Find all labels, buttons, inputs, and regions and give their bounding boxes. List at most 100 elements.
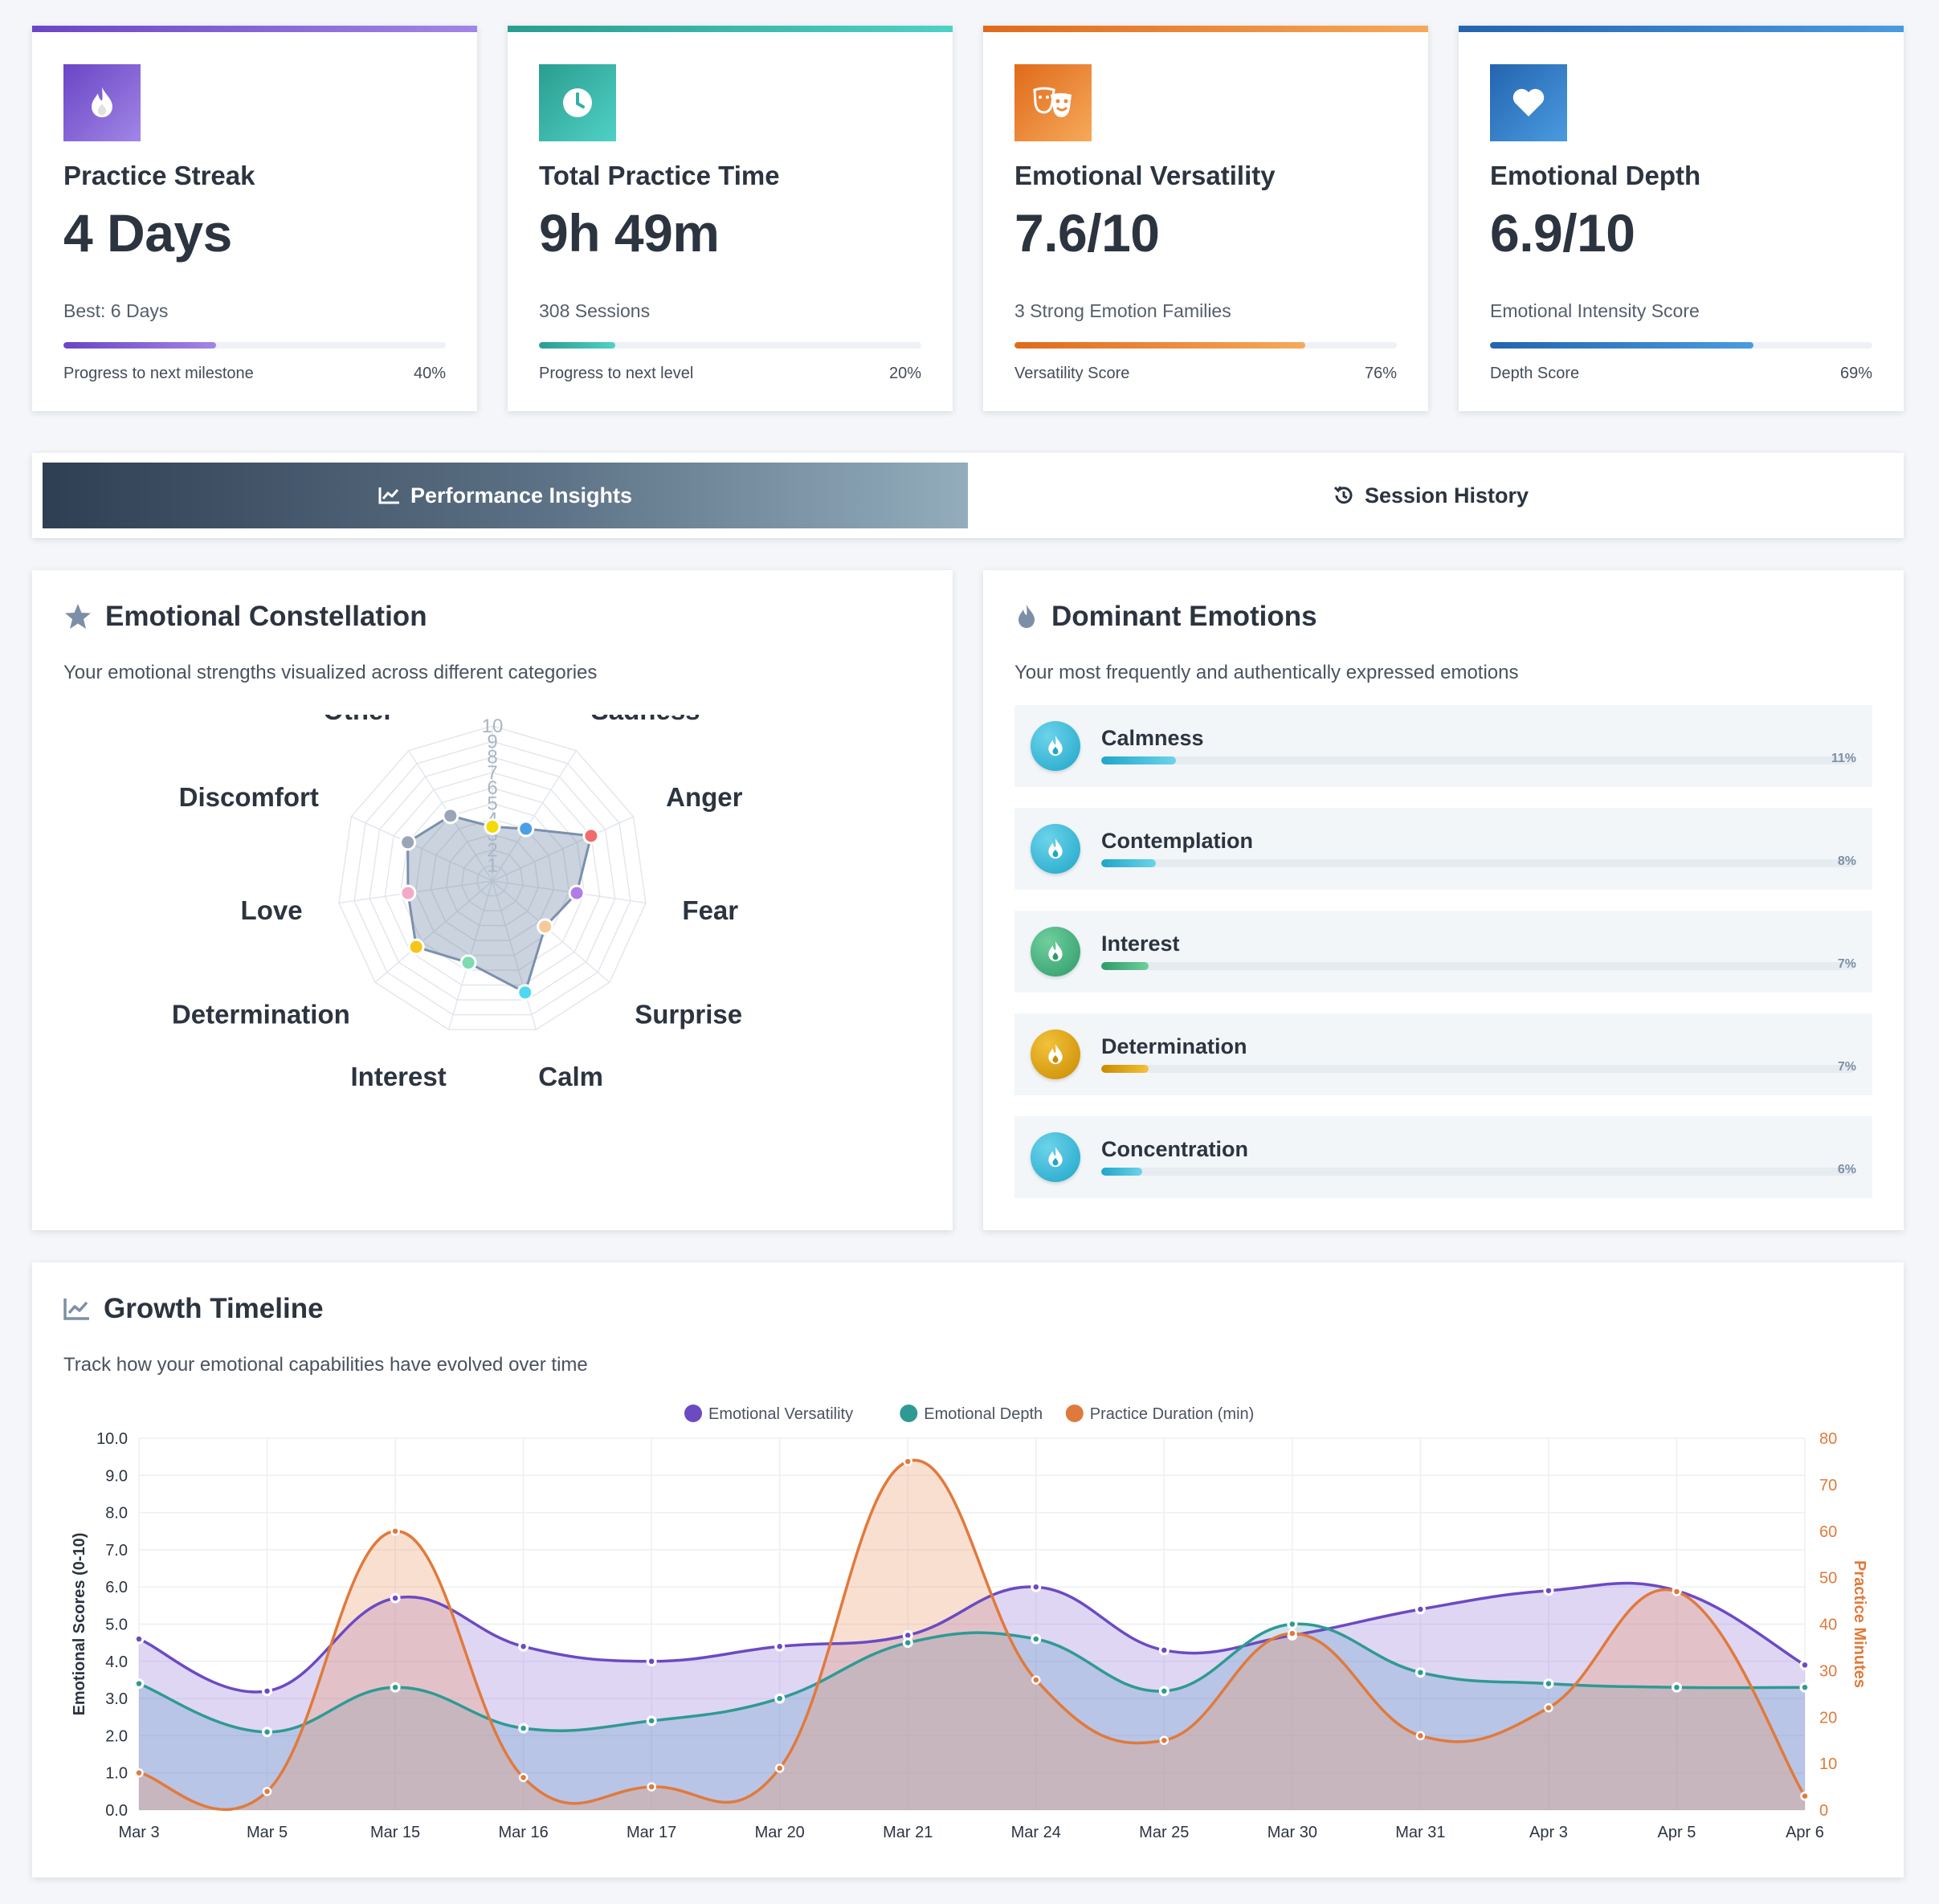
tab-bar: Performance Insights Session History [32,453,1904,538]
emotion-fire-icon [1031,1029,1080,1079]
legend-item[interactable]: Emotional Versatility [684,1405,853,1423]
series-point[interactable] [134,1678,144,1689]
series-point[interactable] [903,1457,912,1466]
x-tick-label: Mar 5 [247,1824,288,1841]
radar-spoke [374,880,493,983]
series-point[interactable] [1159,1645,1170,1655]
growth-timeline-title: Growth Timeline [63,1293,324,1325]
series-point[interactable] [262,1727,272,1737]
series-point[interactable] [390,1593,400,1603]
y-tick-label: 1.0 [105,1765,128,1783]
y2-tick-label: 30 [1819,1662,1837,1680]
legend-item[interactable]: Emotional Depth [900,1405,1043,1423]
emotion-bar [1101,962,1855,970]
emotion-name: Interest [1101,932,1180,956]
series-point[interactable] [1544,1702,1553,1713]
series-point[interactable] [1288,1619,1297,1629]
series-point[interactable] [390,1682,400,1692]
y2-tick-label: 50 [1819,1570,1837,1588]
stat-value: 7.6/10 [1014,203,1160,263]
series-point[interactable] [262,1686,272,1696]
series-point[interactable] [903,1637,912,1648]
series-point[interactable] [647,1782,656,1792]
radar-label: Fear [682,895,738,925]
x-tick-label: Mar 17 [627,1824,676,1841]
emotion-bar-fill [1101,1065,1149,1073]
series-point[interactable] [1800,1660,1810,1670]
stat-subtitle: 308 Sessions [539,300,651,321]
series-point[interactable] [1031,1675,1041,1685]
stat-card-total-practice-time: Total Practice Time 9h 49m 308 Sessions … [508,26,953,411]
series-point[interactable] [1415,1667,1426,1678]
stat-title: Total Practice Time [539,161,780,190]
series-point[interactable] [1544,1586,1553,1596]
series-point[interactable] [1159,1735,1170,1745]
radar-point[interactable] [568,884,586,902]
x-tick-label: Mar 25 [1139,1824,1189,1841]
y2-tick-label: 20 [1819,1709,1837,1727]
series-point[interactable] [518,1772,529,1783]
constellation-panel: Emotional Constellation Your emotional s… [32,570,953,1230]
stat-progress-bar [63,342,446,349]
radar-point[interactable] [516,984,534,1001]
radar-scale-tick: 10 [482,716,504,737]
stat-progress-percent: 76% [1364,365,1397,382]
series-point[interactable] [1544,1678,1553,1689]
radar-point[interactable] [537,918,554,936]
series-point[interactable] [1672,1587,1682,1596]
x-tick-label: Apr 6 [1786,1824,1824,1841]
series-point[interactable] [1031,1634,1041,1644]
radar-point[interactable] [407,938,425,956]
radar-point[interactable] [582,827,600,845]
series-point[interactable] [518,1641,529,1652]
y2-tick-label: 0 [1819,1802,1828,1820]
y-tick-label: 7.0 [105,1542,128,1559]
radar-point[interactable] [484,817,501,835]
legend-item[interactable]: Practice Duration (min) [1065,1405,1255,1423]
series-point[interactable] [134,1767,144,1778]
emotion-bar-fill [1101,1168,1142,1176]
tab-performance-insights[interactable]: Performance Insights [43,463,968,528]
radar-point[interactable] [459,954,477,972]
emotion-bar [1101,1065,1855,1073]
radar-scale-tick: 6 [487,777,497,799]
radar-point[interactable] [442,807,459,825]
x-tick-label: Mar 24 [1011,1824,1061,1841]
growth-timeline-panel: Growth Timeline Track how your emotional… [32,1262,1904,1877]
radar-point[interactable] [399,834,417,851]
emotion-row-contemplation: Contemplation 8% [1014,808,1872,890]
x-tick-label: Mar 31 [1395,1824,1445,1841]
y2-tick-label: 10 [1819,1755,1837,1773]
series-point[interactable] [774,1641,785,1652]
series-point[interactable] [1159,1686,1170,1696]
series-point[interactable] [647,1657,656,1666]
series-point[interactable] [1800,1791,1810,1801]
stat-value: 6.9/10 [1490,203,1635,263]
radar-point[interactable] [517,820,535,838]
y-tick-label: 6.0 [105,1579,128,1596]
tab-session-history[interactable]: Session History [968,463,1893,528]
series-point[interactable] [1415,1604,1426,1614]
y-tick-label: 10.0 [96,1430,128,1448]
series-point[interactable] [1415,1731,1426,1741]
series-point[interactable] [1672,1682,1682,1692]
radar-grid-ring [369,756,616,1001]
series-point[interactable] [1800,1682,1810,1692]
series-point[interactable] [1288,1629,1297,1638]
series-point[interactable] [647,1716,656,1726]
series-point[interactable] [774,1763,785,1773]
emotion-fire-icon [1031,824,1080,874]
series-point[interactable] [390,1527,400,1536]
radar-grid-ring [461,849,524,911]
series-point[interactable] [518,1723,529,1733]
radar-label: Calm [538,1062,603,1091]
series-point[interactable] [134,1634,144,1644]
series-line [138,1622,1806,1734]
emotion-bar-fill [1101,962,1149,970]
emotion-fire-icon [1031,927,1080,976]
radar-point[interactable] [399,884,417,902]
series-point[interactable] [262,1787,272,1796]
stat-progress-percent: 20% [888,365,921,382]
series-point[interactable] [1031,1582,1041,1592]
series-point[interactable] [774,1694,785,1703]
